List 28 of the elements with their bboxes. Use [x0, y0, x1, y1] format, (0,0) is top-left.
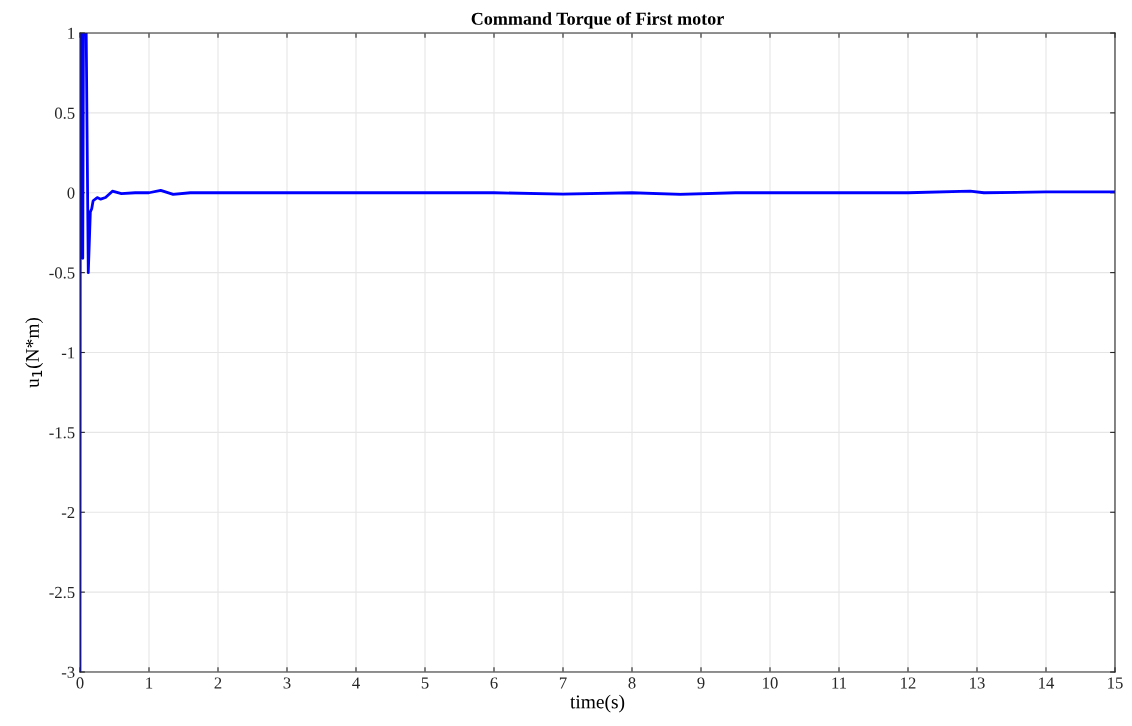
y-tick-label: 0.5: [54, 107, 75, 119]
x-tick-label: 4: [352, 677, 360, 689]
x-tick-label: 15: [1108, 677, 1123, 689]
x-tick-label: 10: [763, 677, 778, 689]
y-tick-label: -2.5: [49, 586, 75, 599]
x-axis-title: time(s): [570, 694, 625, 713]
x-tick-label: 12: [901, 677, 916, 689]
x-tick-label: 3: [283, 677, 291, 689]
y-axis-title: u$_{1}$(N*m): [25, 317, 43, 388]
x-tick-label: 0: [76, 677, 84, 689]
y-tick-label: -2: [61, 507, 75, 519]
x-tick-label: 11: [832, 677, 847, 689]
x-tick-label: 2: [214, 677, 222, 689]
chart-title: Command Torque of First motor: [471, 11, 724, 29]
x-tick-label: 13: [970, 677, 985, 689]
x-tick-label: 8: [628, 677, 636, 689]
y-tick-label: -1: [61, 347, 75, 359]
x-tick-label: 7: [559, 677, 567, 689]
x-tick-label: 14: [1039, 677, 1055, 689]
y-tick-label: -0.5: [49, 267, 75, 279]
x-tick-label: 1: [146, 677, 153, 689]
x-tick-label: 5: [421, 677, 429, 689]
x-tick-label: 9: [697, 677, 705, 689]
y-tick-label: -1.5: [49, 427, 75, 439]
y-tick-label: -3: [61, 666, 75, 678]
y-tick-label: 0: [67, 187, 75, 199]
y-tick-label: 1: [68, 27, 75, 39]
x-tick-label: 6: [490, 677, 498, 689]
